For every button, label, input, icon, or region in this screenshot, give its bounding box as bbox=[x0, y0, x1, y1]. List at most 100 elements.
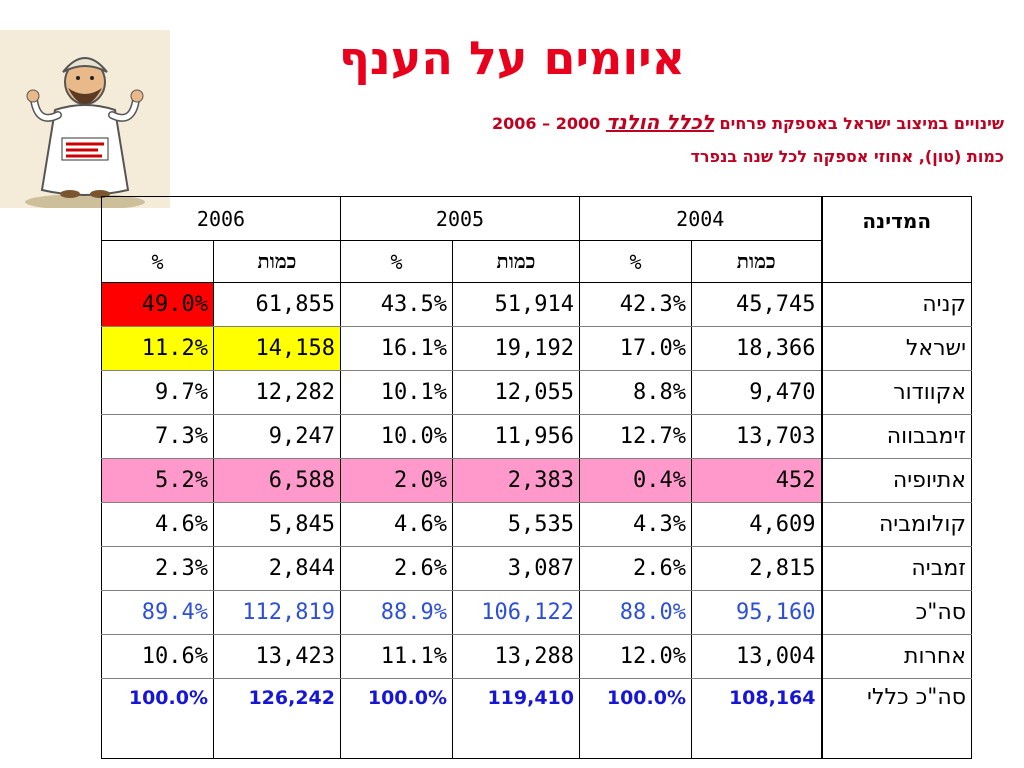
pct-2006-cell: 100.0% bbox=[101, 678, 214, 759]
page-title: איומים על הענף bbox=[338, 31, 686, 85]
qty-2006-cell: 112,819 bbox=[213, 590, 341, 635]
table-row: 10.6% 13,423 11.1% 13,288 12.0% 13,004 א… bbox=[101, 634, 972, 679]
table-row: 4.6% 5,845 4.6% 5,535 4.3% 4,609 קולומבי… bbox=[101, 502, 972, 547]
country-cell: אחרות bbox=[820, 634, 972, 679]
subtotal-row: 89.4% 112,819 88.9% 106,122 88.0% 95,160… bbox=[101, 590, 972, 635]
pct-2004-cell: 88.0% bbox=[579, 590, 692, 635]
pct-2005-cell: 100.0% bbox=[340, 678, 453, 759]
country-cell: אתיופיה bbox=[820, 458, 972, 503]
country-cell: סה"כ bbox=[820, 590, 972, 635]
qty-2004-cell: 9,470 bbox=[691, 370, 822, 415]
qty-2005-cell: 106,122 bbox=[452, 590, 580, 635]
pct-2006-cell: 10.6% bbox=[101, 634, 214, 679]
pct-2004-cell: 17.0% bbox=[579, 326, 692, 371]
pct-2004-cell: 2.6% bbox=[579, 546, 692, 591]
qty-2006-cell: 14,158 bbox=[213, 326, 341, 371]
pct-2006-cell: 89.4% bbox=[101, 590, 214, 635]
supply-table: 2006 2005 2004 המדינה % כמות % כמות % כמ… bbox=[101, 196, 972, 759]
year-header-2004: 2004 bbox=[579, 196, 822, 241]
pct-2005-cell: 4.6% bbox=[340, 502, 453, 547]
qty-2005-cell: 12,055 bbox=[452, 370, 580, 415]
qty-2005-cell: 13,288 bbox=[452, 634, 580, 679]
subtitle-prefix: שינויים במיצוב ישראל באספקת פרחים bbox=[713, 114, 1005, 133]
qty-2004-cell: 4,609 bbox=[691, 502, 822, 547]
table-row: 49.0% 61,855 43.5% 51,914 42.3% 45,745 ק… bbox=[101, 282, 972, 327]
qty-2004-cell: 13,004 bbox=[691, 634, 822, 679]
pct-2005-cell: 2.6% bbox=[340, 546, 453, 591]
country-cell: קניה bbox=[820, 282, 972, 327]
qty-2004-cell: 2,815 bbox=[691, 546, 822, 591]
country-cell: ישראל bbox=[820, 326, 972, 371]
pct-2006-cell: 7.3% bbox=[101, 414, 214, 459]
qty-2005-cell: 2,383 bbox=[452, 458, 580, 503]
table-row: 11.2% 14,158 16.1% 19,192 17.0% 18,366 י… bbox=[101, 326, 972, 371]
qty-2006-cell: 126,242 bbox=[213, 678, 341, 759]
pct-2004-cell: 8.8% bbox=[579, 370, 692, 415]
qty-2006-cell: 6,588 bbox=[213, 458, 341, 503]
qty-2005-cell: 5,535 bbox=[452, 502, 580, 547]
pct-2006-cell: 9.7% bbox=[101, 370, 214, 415]
subtitle-emphasis: לכלל הולנד bbox=[605, 110, 714, 134]
qty-2004-cell: 18,366 bbox=[691, 326, 822, 371]
pct-2004-cell: 100.0% bbox=[579, 678, 692, 759]
qty-2005-cell: 3,087 bbox=[452, 546, 580, 591]
subtitle-line-1: שינויים במיצוב ישראל באספקת פרחים לכלל ה… bbox=[204, 111, 1004, 135]
qty-header-2004: כמות bbox=[691, 240, 822, 283]
table-row: 9.7% 12,282 10.1% 12,055 8.8% 9,470 אקוו… bbox=[101, 370, 972, 415]
pct-2006-cell: 49.0% bbox=[101, 282, 214, 327]
qty-2004-cell: 13,703 bbox=[691, 414, 822, 459]
table-row: 5.2% 6,588 2.0% 2,383 0.4% 452 אתיופיה bbox=[101, 458, 972, 503]
cartoon-man-icon bbox=[0, 30, 170, 208]
qty-2004-cell: 45,745 bbox=[691, 282, 822, 327]
qty-2006-cell: 12,282 bbox=[213, 370, 341, 415]
pct-2005-cell: 16.1% bbox=[340, 326, 453, 371]
qty-2005-cell: 119,410 bbox=[452, 678, 580, 759]
qty-2005-cell: 19,192 bbox=[452, 326, 580, 371]
qty-2006-cell: 13,423 bbox=[213, 634, 341, 679]
metric-header-row: % כמות % כמות % כמות bbox=[101, 240, 972, 283]
year-header-2005: 2005 bbox=[340, 196, 580, 241]
country-cell: סה"כ כללי bbox=[820, 678, 972, 759]
qty-2004-cell: 95,160 bbox=[691, 590, 822, 635]
pct-2004-cell: 0.4% bbox=[579, 458, 692, 503]
pct-header-2004: % bbox=[579, 240, 692, 283]
table-row: 2.3% 2,844 2.6% 3,087 2.6% 2,815 זמביה bbox=[101, 546, 972, 591]
qty-2005-cell: 51,914 bbox=[452, 282, 580, 327]
qty-header-2006: כמות bbox=[213, 240, 341, 283]
country-cell: קולומביה bbox=[820, 502, 972, 547]
qty-2006-cell: 61,855 bbox=[213, 282, 341, 327]
table-row: 7.3% 9,247 10.0% 11,956 12.7% 13,703 זימ… bbox=[101, 414, 972, 459]
year-header-2006: 2006 bbox=[101, 196, 341, 241]
qty-2005-cell: 11,956 bbox=[452, 414, 580, 459]
subtitle-line-2: כמות (טון), אחוזי אספקה לכל שנה בנפרד bbox=[690, 147, 1004, 166]
pct-2005-cell: 2.0% bbox=[340, 458, 453, 503]
qty-header-2005: כמות bbox=[452, 240, 580, 283]
pct-header-2006: % bbox=[101, 240, 214, 283]
pct-2005-cell: 11.1% bbox=[340, 634, 453, 679]
pct-2005-cell: 88.9% bbox=[340, 590, 453, 635]
pct-2004-cell: 4.3% bbox=[579, 502, 692, 547]
country-header: המדינה bbox=[820, 196, 972, 283]
pct-2004-cell: 12.7% bbox=[579, 414, 692, 459]
country-cell: זמביה bbox=[820, 546, 972, 591]
country-cell: אקוודור bbox=[820, 370, 972, 415]
qty-2006-cell: 5,845 bbox=[213, 502, 341, 547]
pct-2006-cell: 5.2% bbox=[101, 458, 214, 503]
pct-2005-cell: 43.5% bbox=[340, 282, 453, 327]
cartoon-illustration bbox=[0, 30, 170, 208]
pct-2006-cell: 2.3% bbox=[101, 546, 214, 591]
pct-2005-cell: 10.1% bbox=[340, 370, 453, 415]
pct-header-2005: % bbox=[340, 240, 453, 283]
country-cell: זימבבווה bbox=[820, 414, 972, 459]
pct-2005-cell: 10.0% bbox=[340, 414, 453, 459]
grand-total-row: 100.0% 126,242 100.0% 119,410 100.0% 108… bbox=[101, 678, 972, 759]
subtitle-years: 2000 – 2006 bbox=[492, 114, 606, 133]
qty-2004-cell: 452 bbox=[691, 458, 822, 503]
pct-2006-cell: 11.2% bbox=[101, 326, 214, 371]
pct-2006-cell: 4.6% bbox=[101, 502, 214, 547]
year-header-row: 2006 2005 2004 המדינה bbox=[101, 196, 972, 283]
qty-2006-cell: 2,844 bbox=[213, 546, 341, 591]
pct-2004-cell: 12.0% bbox=[579, 634, 692, 679]
pct-2004-cell: 42.3% bbox=[579, 282, 692, 327]
qty-2006-cell: 9,247 bbox=[213, 414, 341, 459]
